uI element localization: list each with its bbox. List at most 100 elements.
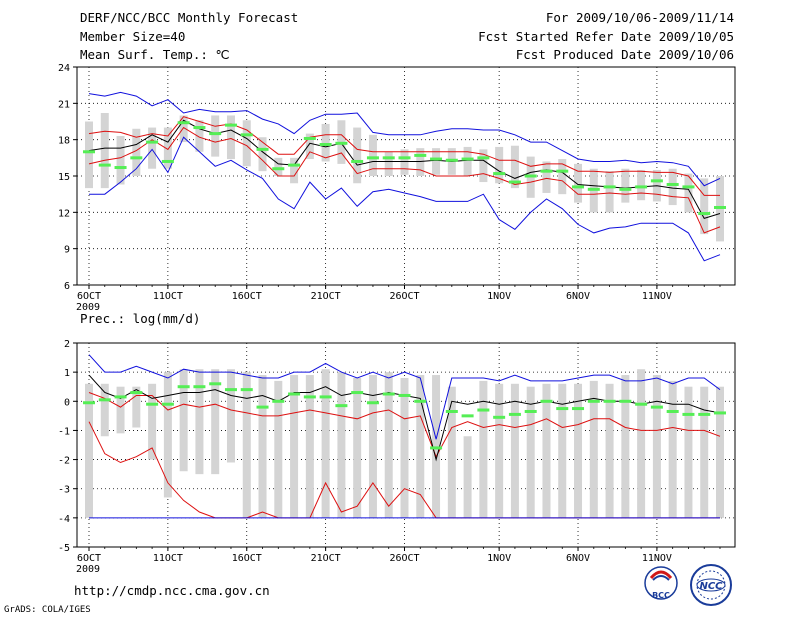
x-tick-label: 6NOV [566,553,590,564]
box-bar [195,120,204,152]
mean-marker [83,401,95,405]
box-bar [637,169,646,201]
box-bar [195,369,204,475]
mean-marker [587,399,600,403]
y-tick-label: -2 [58,456,70,467]
x-tick-label: 6OCT [77,553,101,564]
mean-marker [398,156,411,160]
mean-marker [698,212,711,216]
mean-marker [414,153,427,157]
mean-marker [303,395,316,399]
box-bar [132,386,141,428]
box-bar [163,127,172,169]
mean-marker [445,409,458,413]
mean-marker [430,157,443,161]
mean-marker [666,182,679,186]
box-bar [526,386,535,518]
y-tick-label: 18 [58,136,70,147]
mean-marker [224,388,237,392]
mean-marker [666,409,679,413]
mean-marker [524,409,537,413]
box-bar [321,123,330,162]
mean-marker [493,415,506,419]
mean-marker [177,121,190,125]
variable-label: Mean Surf. Temp.: ℃ [80,47,230,62]
mean-marker [272,167,285,171]
y-tick-label: -1 [58,426,70,437]
mean-marker [161,159,174,163]
box-bar [100,113,109,189]
box-bar [258,137,267,172]
box-bar [274,157,283,176]
box-bar [574,383,583,518]
box-bar [400,377,409,518]
mean-marker [603,185,616,189]
mean-marker [366,401,379,405]
mean-marker [146,140,159,144]
box-bar [700,386,709,518]
x-tick-label: 11NOV [642,291,672,302]
box-bar [558,383,567,518]
box-bar [684,173,693,213]
y-tick-label: 15 [58,172,70,183]
y-tick-label: -5 [58,543,70,554]
box-bar [163,372,172,498]
x-tick-label: 21OCT [311,553,341,564]
box-bar [574,163,583,203]
mean-marker [650,405,663,409]
box-bar [495,146,504,184]
x-tick-label: 16OCT [232,553,262,564]
box-bar [700,178,709,235]
mean-marker [477,408,490,412]
mean-marker [130,156,143,160]
box-bar [384,151,393,176]
mean-marker [540,399,553,403]
box-bar [605,171,614,213]
mean-marker [682,412,695,416]
box-bar [368,134,377,176]
mean-marker [130,391,143,395]
mean-marker [508,180,521,184]
box-bar [510,383,519,518]
y-tick-label: -4 [58,514,70,525]
x-tick-label: 6OCT [77,291,101,302]
box-bar [605,383,614,518]
mean-marker [714,205,726,209]
y-tick-label: 6 [64,281,70,292]
bcc-logo-text: BCC [652,591,670,600]
source-url[interactable]: http://cmdp.ncc.cma.gov.cn [74,583,270,598]
box-bar [542,161,551,193]
box-bar [242,372,251,518]
grads-credit: GrADS: COLA/IGES [4,605,91,615]
x-tick-label: 11OCT [153,291,183,302]
y-tick-label: 2 [64,339,70,350]
box-bar [258,375,267,518]
mean-marker [98,398,111,402]
mean-marker [366,156,379,160]
box-bar [148,383,157,460]
mean-marker [146,402,159,406]
box-bar [290,375,299,518]
box-bar [495,383,504,518]
series-line-upper [88,392,721,458]
box-bar [179,369,188,472]
precipitation-panel: 6OCT 11OCT 16OCT 21OCT 26OCT 1NOV 6NOV 11NOV 200… [58,339,736,575]
box-bar [353,127,362,184]
mean-marker [303,136,316,140]
year-label: 2009 [76,302,100,313]
box-bar [668,168,677,206]
mean-marker [556,407,569,411]
box-bar [479,149,488,183]
y-tick-label: 1 [64,368,70,379]
plot-frame [76,342,736,548]
mean-marker [398,393,411,397]
mean-marker [445,158,458,162]
ncc-logo-text: NCC [699,581,723,592]
mean-marker [430,446,443,450]
x-tick-label: 21OCT [311,291,341,302]
mean-marker [335,404,348,408]
x-tick-label: 11OCT [153,553,183,564]
mean-marker [461,414,474,418]
box-bar [116,386,125,434]
